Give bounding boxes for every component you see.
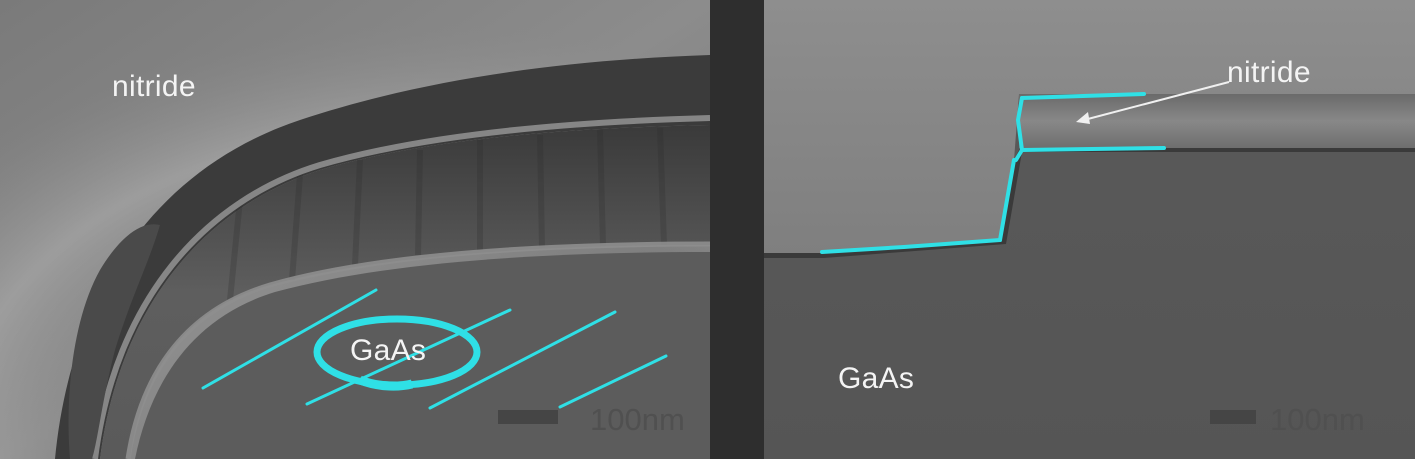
scale-label: 100nm: [590, 402, 685, 437]
right-micrograph-image: [764, 0, 1415, 459]
gaas-label: GaAs: [838, 362, 915, 395]
scale-label: 100nm: [1270, 402, 1365, 437]
nitride-pointer-arrow: [1083, 81, 1230, 121]
nitride-label: nitride: [1227, 56, 1311, 89]
gaas-label: GaAs: [350, 334, 427, 367]
scale-bar: [498, 410, 558, 424]
right-micrograph-panel: nitride GaAs 100nm: [764, 0, 1415, 459]
left-micrograph-panel: nitride GaAs 100nm: [0, 0, 710, 459]
left-micrograph-image: [0, 0, 710, 459]
scale-bar: [1210, 410, 1256, 424]
nitride-label: nitride: [112, 70, 196, 103]
